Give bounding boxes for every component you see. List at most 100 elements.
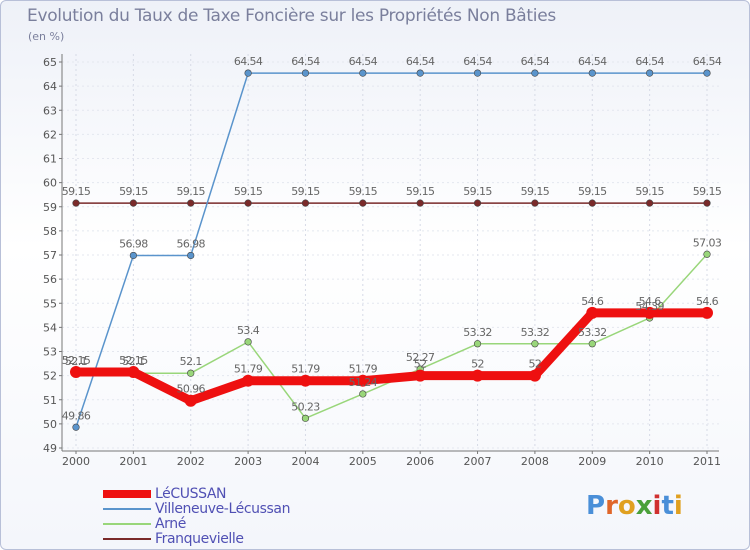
legend-label: LéCUSSAN — [155, 485, 227, 502]
data-label: 64.54 — [521, 55, 550, 68]
legend: LéCUSSAN Villeneuve-Lécussan Arné Franqu… — [103, 485, 291, 547]
legend-label: Franquevielle — [155, 530, 244, 547]
data-label: 59.15 — [693, 185, 722, 198]
x-tick-label: 2000 — [62, 455, 90, 468]
y-axis-unit: (en %) — [28, 30, 65, 43]
data-label: 56.98 — [176, 237, 205, 250]
y-tick-label: 60 — [43, 177, 57, 190]
data-point — [127, 366, 140, 379]
data-point — [301, 414, 310, 422]
data-label: 64.54 — [291, 55, 320, 68]
data-point — [359, 69, 367, 77]
data-label: 51.24 — [349, 376, 378, 389]
y-tick-label: 50 — [43, 418, 57, 431]
data-point — [72, 199, 80, 207]
legend-swatch — [103, 537, 151, 540]
logo-letter: i — [673, 491, 683, 521]
y-tick-label: 55 — [43, 297, 57, 310]
data-point — [416, 199, 424, 207]
data-point — [643, 306, 656, 319]
data-label: 52 — [471, 358, 484, 371]
data-point — [703, 69, 711, 77]
data-point — [129, 199, 137, 207]
chart-title: Evolution du Taux de Taxe Foncière sur l… — [27, 6, 556, 26]
data-label: 54.39 — [635, 300, 664, 313]
data-label: 59.15 — [62, 185, 91, 198]
data-point — [72, 423, 80, 431]
data-label: 53.32 — [578, 326, 607, 339]
data-label: 59.15 — [406, 185, 435, 198]
data-label: 64.54 — [349, 55, 378, 68]
legend-swatch — [103, 522, 151, 525]
data-label: 53.4 — [237, 324, 260, 337]
y-tick-label: 56 — [43, 273, 57, 286]
data-point — [701, 306, 713, 319]
data-point — [531, 340, 539, 348]
x-tick-label: 2010 — [636, 455, 664, 468]
data-point — [471, 369, 484, 382]
y-tick-label: 62 — [43, 128, 57, 141]
x-tick-label: 2007 — [464, 455, 492, 468]
x-tick-label: 2001 — [119, 455, 147, 468]
data-label: 64.54 — [635, 55, 664, 68]
x-tick-label: 2002 — [177, 455, 205, 468]
data-point — [356, 374, 369, 387]
series-line-0 — [71, 308, 712, 406]
x-tick-label: 2004 — [291, 455, 319, 468]
legend-swatch — [103, 507, 151, 510]
data-point — [703, 199, 711, 207]
legend-label: Villeneuve-Lécussan — [155, 500, 291, 517]
data-label: 52.1 — [122, 355, 144, 368]
y-tick-label: 65 — [43, 56, 57, 69]
data-label: 59.15 — [291, 185, 320, 198]
data-point — [244, 199, 252, 207]
y-tick-label: 57 — [43, 249, 57, 262]
x-tick-label: 2005 — [349, 455, 377, 468]
data-label: 52 — [414, 358, 427, 371]
data-point — [646, 199, 654, 207]
data-point — [187, 251, 195, 260]
data-label: 64.54 — [406, 55, 435, 68]
legend-swatch — [103, 489, 151, 498]
data-label: 64.54 — [463, 55, 492, 68]
data-point — [242, 374, 255, 387]
data-label: 59.15 — [119, 185, 148, 198]
legend-item-villeneuve: Villeneuve-Lécussan — [103, 500, 291, 517]
data-point — [586, 306, 599, 319]
data-point — [703, 250, 711, 258]
data-label: 50.23 — [291, 400, 320, 413]
data-point — [414, 369, 427, 382]
data-point — [473, 199, 482, 207]
data-point — [299, 374, 312, 387]
data-label: 52.1 — [180, 355, 202, 368]
data-label: 59.15 — [635, 185, 664, 198]
data-label: 52 — [529, 358, 542, 371]
data-label: 50.96 — [176, 383, 205, 396]
data-point — [184, 394, 197, 407]
data-point — [646, 69, 654, 77]
data-label: 52.15 — [62, 354, 91, 367]
logo-letter: t — [661, 491, 674, 521]
data-label: 59.15 — [578, 185, 607, 198]
data-label: 59.15 — [234, 185, 263, 198]
data-label: 53.32 — [521, 326, 550, 339]
x-tick-label: 2003 — [234, 455, 262, 468]
data-label: 52.1 — [65, 355, 87, 368]
data-label: 59.15 — [521, 185, 550, 198]
y-tick-label: 49 — [43, 442, 57, 455]
data-label: 64.54 — [234, 55, 263, 68]
series-layer — [70, 69, 713, 431]
legend-item-arne: Arné — [103, 516, 290, 532]
data-label: 53.32 — [463, 326, 492, 339]
legend-item-franquevielle: Franquevielle — [103, 530, 290, 547]
legend-item-lecussan: LéCUSSAN — [103, 485, 290, 502]
data-point — [473, 340, 482, 348]
data-label: 51.79 — [349, 363, 378, 376]
y-tick-label: 52 — [43, 370, 57, 383]
data-point — [588, 340, 596, 348]
logo-letter: i — [652, 491, 662, 521]
data-label: 52.15 — [119, 354, 148, 367]
data-point — [473, 69, 482, 77]
data-label: 64.54 — [693, 55, 722, 68]
